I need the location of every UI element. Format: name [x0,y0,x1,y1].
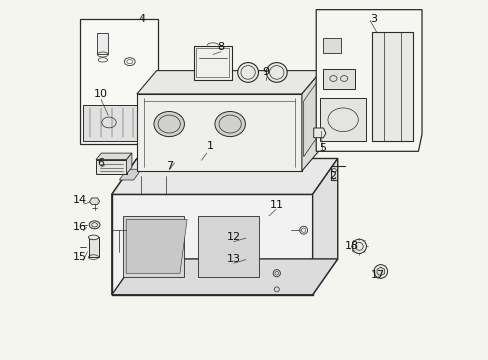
Text: 7: 7 [165,161,172,171]
Text: 12: 12 [226,232,240,242]
Text: 17: 17 [370,270,384,280]
Text: 16: 16 [72,222,86,232]
Polygon shape [126,153,132,174]
Text: 9: 9 [262,67,269,77]
Polygon shape [96,159,126,174]
Ellipse shape [154,112,184,136]
Polygon shape [198,216,258,277]
Bar [371,32,412,141]
Ellipse shape [266,63,286,82]
Text: 6: 6 [98,158,104,168]
Polygon shape [83,105,151,140]
Polygon shape [303,78,319,157]
Text: 18: 18 [345,241,358,251]
Ellipse shape [214,112,245,136]
Text: 8: 8 [217,42,224,52]
Text: 1: 1 [206,141,213,151]
Polygon shape [97,33,108,54]
Polygon shape [126,220,187,273]
Polygon shape [301,71,321,171]
Polygon shape [319,98,366,141]
Text: 10: 10 [94,89,108,99]
Text: 15: 15 [72,252,86,262]
Bar [193,45,232,80]
Polygon shape [112,158,137,295]
Polygon shape [316,10,421,151]
Ellipse shape [373,265,387,278]
Polygon shape [312,158,337,295]
Text: 5: 5 [319,143,325,153]
Ellipse shape [89,221,100,229]
Polygon shape [112,194,312,295]
Ellipse shape [351,239,366,253]
Polygon shape [137,94,301,171]
Polygon shape [89,198,100,204]
Text: 4: 4 [139,14,145,24]
Polygon shape [96,153,132,159]
Polygon shape [137,71,321,94]
Polygon shape [122,216,183,277]
Polygon shape [313,128,325,138]
Polygon shape [112,158,337,194]
Polygon shape [376,267,384,276]
Ellipse shape [88,235,99,240]
Text: 11: 11 [269,200,283,210]
Ellipse shape [237,63,258,82]
Text: 14: 14 [72,195,86,205]
Polygon shape [119,169,141,180]
Text: 2: 2 [328,171,335,181]
Polygon shape [322,69,354,89]
Text: 13: 13 [226,254,240,264]
Text: 3: 3 [369,14,376,24]
Bar [88,237,99,257]
Polygon shape [112,259,337,295]
Polygon shape [322,39,340,53]
Bar [80,19,158,144]
Bar [196,48,229,77]
